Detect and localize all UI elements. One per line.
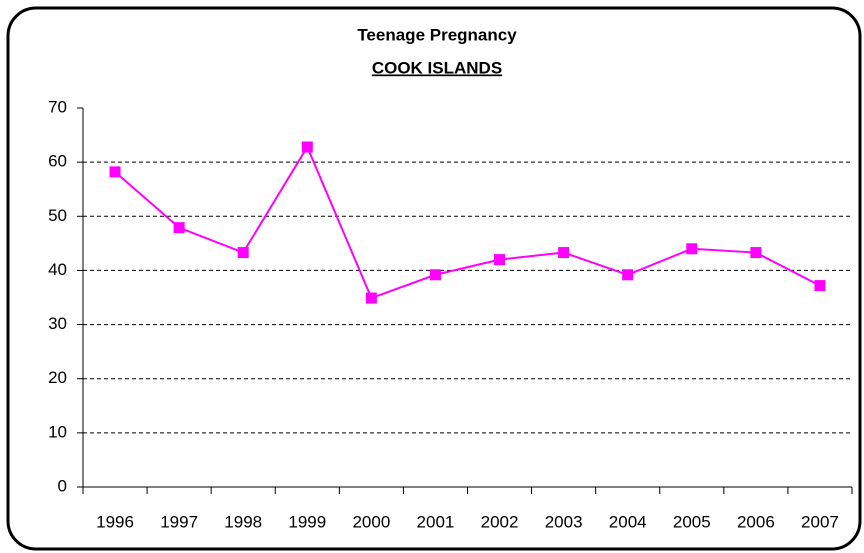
x-tick-label: 1997 bbox=[160, 512, 198, 531]
x-tick-label: 1998 bbox=[224, 512, 262, 531]
data-line bbox=[114, 144, 821, 300]
data-point bbox=[301, 141, 313, 153]
data-point bbox=[750, 247, 762, 259]
y-tick-label: 60 bbox=[48, 152, 67, 171]
y-tick-label: 0 bbox=[58, 476, 67, 495]
x-tick-label: 2004 bbox=[609, 512, 647, 531]
x-tick-label: 1996 bbox=[96, 512, 134, 531]
x-tick-label: 2003 bbox=[545, 512, 583, 531]
x-tick-label: 2005 bbox=[673, 512, 711, 531]
x-tick-label: 2000 bbox=[352, 512, 390, 531]
data-point bbox=[622, 269, 634, 281]
chart-subtitle: COOK ISLANDS bbox=[372, 58, 502, 77]
data-point bbox=[686, 243, 698, 255]
data-point bbox=[173, 222, 185, 234]
x-tick-label: 2006 bbox=[737, 512, 775, 531]
y-tick-label: 20 bbox=[48, 368, 67, 387]
data-point bbox=[365, 292, 377, 304]
x-tick-label: 1999 bbox=[288, 512, 326, 531]
data-point bbox=[109, 166, 121, 178]
data-point bbox=[237, 247, 249, 259]
data-point bbox=[494, 254, 506, 266]
y-tick-label: 70 bbox=[48, 97, 67, 116]
chart-title: Teenage Pregnancy bbox=[357, 25, 517, 44]
x-tick-label: 2001 bbox=[417, 512, 455, 531]
x-tick-label: 2002 bbox=[481, 512, 519, 531]
data-point bbox=[814, 280, 826, 292]
y-tick-label: 10 bbox=[48, 422, 67, 441]
y-tick-label: 50 bbox=[48, 206, 67, 225]
data-point bbox=[558, 247, 570, 259]
y-tick-label: 30 bbox=[48, 314, 67, 333]
y-tick-label: 40 bbox=[48, 260, 67, 279]
data-point bbox=[429, 269, 441, 281]
x-tick-label: 2007 bbox=[801, 512, 839, 531]
